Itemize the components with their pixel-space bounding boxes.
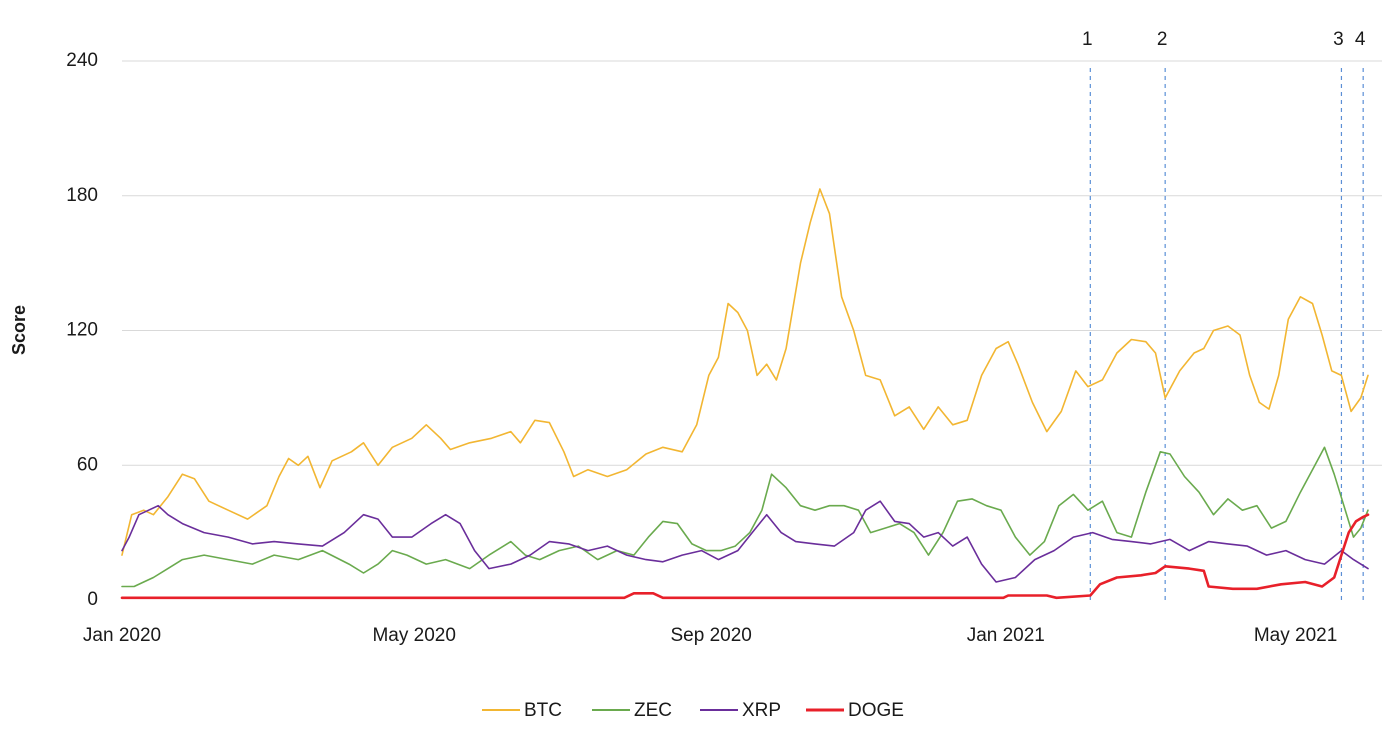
x-tick-label: May 2020 bbox=[372, 625, 455, 646]
y-tick-label: 180 bbox=[66, 185, 98, 206]
x-tick-label: Jan 2021 bbox=[967, 625, 1045, 646]
series-lines bbox=[120, 188, 1370, 600]
legend-label-btc: BTC bbox=[524, 700, 562, 721]
y-tick-label: 0 bbox=[87, 589, 98, 610]
event-label: 4 bbox=[1355, 29, 1366, 50]
event-label: 1 bbox=[1082, 29, 1093, 50]
x-tick-label: May 2021 bbox=[1254, 625, 1337, 646]
y-tick-label: 240 bbox=[66, 50, 98, 71]
y-axis-label: Score bbox=[9, 305, 29, 355]
legend-label-doge: DOGE bbox=[848, 700, 904, 721]
series-line-xrp bbox=[121, 500, 1369, 583]
event-label: 2 bbox=[1157, 29, 1168, 50]
y-axis-ticks: 0 60 120 180 240 bbox=[66, 50, 98, 610]
event-label: 3 bbox=[1333, 29, 1344, 50]
y-tick-label: 60 bbox=[77, 454, 98, 475]
x-axis-ticks: Jan 2020 May 2020 Sep 2020 Jan 2021 May 2021 bbox=[83, 625, 1337, 646]
x-tick-label: Jan 2020 bbox=[83, 625, 161, 646]
series-line-zec bbox=[121, 446, 1369, 588]
legend-label-zec: ZEC bbox=[634, 700, 672, 721]
series-line-btc bbox=[121, 188, 1369, 556]
series-line-doge bbox=[120, 513, 1370, 600]
x-tick-label: Sep 2020 bbox=[671, 625, 752, 646]
legend-label-xrp: XRP bbox=[742, 700, 781, 721]
gridlines bbox=[122, 60, 1382, 466]
y-tick-label: 120 bbox=[66, 320, 98, 341]
legend: BTC ZEC XRP DOGE bbox=[482, 700, 904, 721]
